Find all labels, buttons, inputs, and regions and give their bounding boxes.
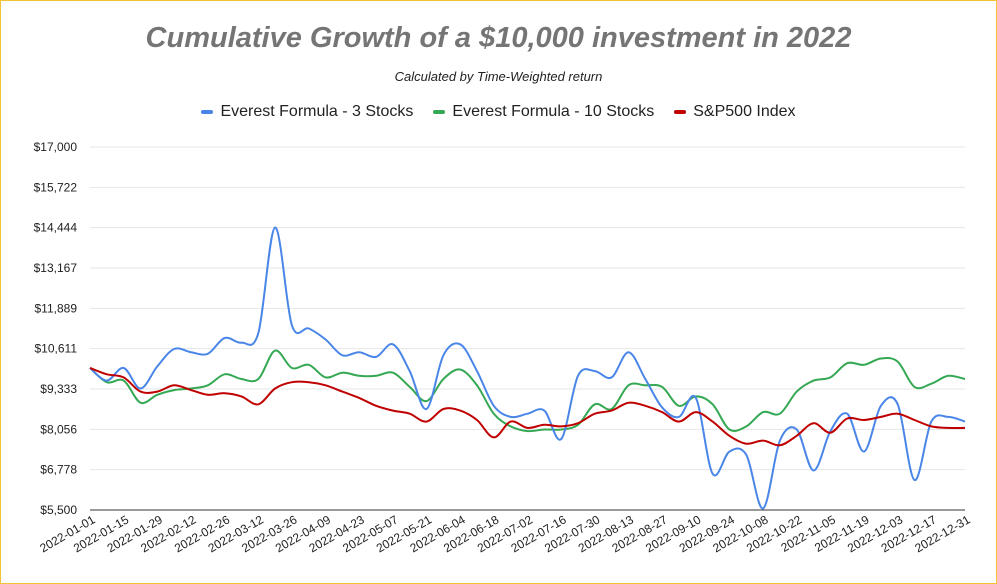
x-axis-ticks: 2022-01-012022-01-152022-01-292022-02-12…: [37, 512, 972, 555]
chart-subtitle: Calculated by Time-Weighted return: [394, 69, 603, 84]
legend-label-10-stocks: Everest Formula - 10 Stocks: [452, 103, 655, 120]
series-line-3-stocks[interactable]: [89, 226, 966, 510]
y-tick-label: $9,333: [40, 382, 77, 396]
y-tick-label: $14,444: [34, 221, 78, 235]
legend-item-sp500[interactable]: S&P500 Index: [674, 103, 796, 121]
legend-swatch-3-stocks: [201, 110, 214, 114]
gridlines: [90, 146, 965, 511]
y-tick-label: $13,167: [34, 261, 78, 275]
y-tick-label: $5,500: [40, 503, 77, 517]
legend: Everest Formula - 3 Stocks Everest Formu…: [0, 103, 997, 121]
legend-label-3-stocks: Everest Formula - 3 Stocks: [220, 103, 414, 120]
y-tick-label: $10,611: [35, 342, 78, 356]
y-tick-label: $17,000: [34, 140, 78, 154]
y-tick-label: $15,722: [34, 180, 78, 194]
legend-swatch-10-stocks: [433, 110, 446, 114]
y-axis-ticks: $5,500 $6,778 $8,056 $9,333 $10,611 $11,889 $1…: [34, 140, 78, 517]
chart-title: Cumulative Growth of a $10,000 investmen…: [145, 22, 852, 54]
series-line-10-stocks[interactable]: [89, 349, 966, 433]
legend-label-sp500: S&P500 Index: [693, 103, 796, 120]
series-lines: [89, 226, 966, 510]
y-tick-label: $8,056: [40, 422, 77, 436]
y-tick-label: $11,889: [35, 301, 78, 315]
legend-item-3-stocks[interactable]: Everest Formula - 3 Stocks: [201, 103, 413, 121]
legend-swatch-sp500: [674, 110, 687, 114]
series-line-sp500[interactable]: [89, 367, 966, 447]
legend-item-10-stocks[interactable]: Everest Formula - 10 Stocks: [433, 103, 654, 121]
y-tick-label: $6,778: [40, 463, 77, 477]
